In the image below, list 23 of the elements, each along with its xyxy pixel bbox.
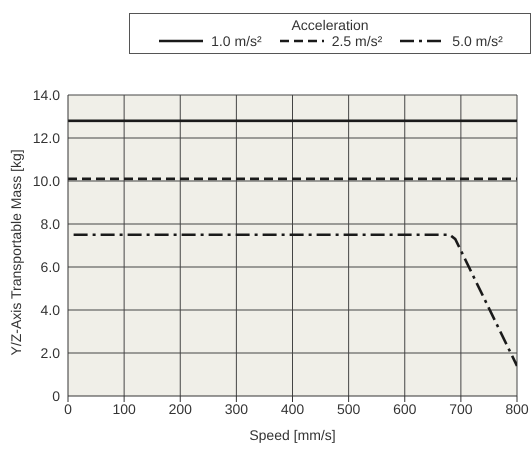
y-tick-label: 10.0 (32, 172, 60, 189)
x-tick-label: 500 (336, 400, 361, 417)
y-tick-label: 8.0 (40, 216, 60, 232)
y-tick-label: 14.0 (32, 86, 60, 103)
x-tick-label: 800 (505, 400, 529, 417)
legend-label: 5.0 m/s² (452, 33, 503, 49)
x-tick-label: 400 (280, 400, 304, 417)
y-tick-label: 0 (52, 388, 60, 404)
x-tick-label: 100 (112, 400, 136, 417)
legend-title: Acceleration (290, 17, 370, 33)
y-tick-label: 4.0 (40, 302, 60, 318)
x-tick-label: 0 (64, 400, 72, 417)
x-axis-title: Speed [mm/s] (249, 427, 336, 443)
legend-label: 1.0 m/s² (211, 33, 262, 49)
x-tick-label: 600 (393, 400, 417, 417)
x-tick-label: 200 (168, 400, 192, 417)
y-tick-label: 6.0 (40, 258, 60, 275)
y-tick-label: 12.0 (32, 130, 60, 146)
legend-label: 2.5 m/s² (332, 33, 382, 49)
x-tick-label: 300 (224, 400, 248, 417)
y-axis-title: Y/Z-Axis Transportable Mass [kg] (8, 149, 24, 356)
y-tick-label: 2.0 (40, 344, 60, 361)
x-tick-label: 700 (449, 400, 473, 417)
